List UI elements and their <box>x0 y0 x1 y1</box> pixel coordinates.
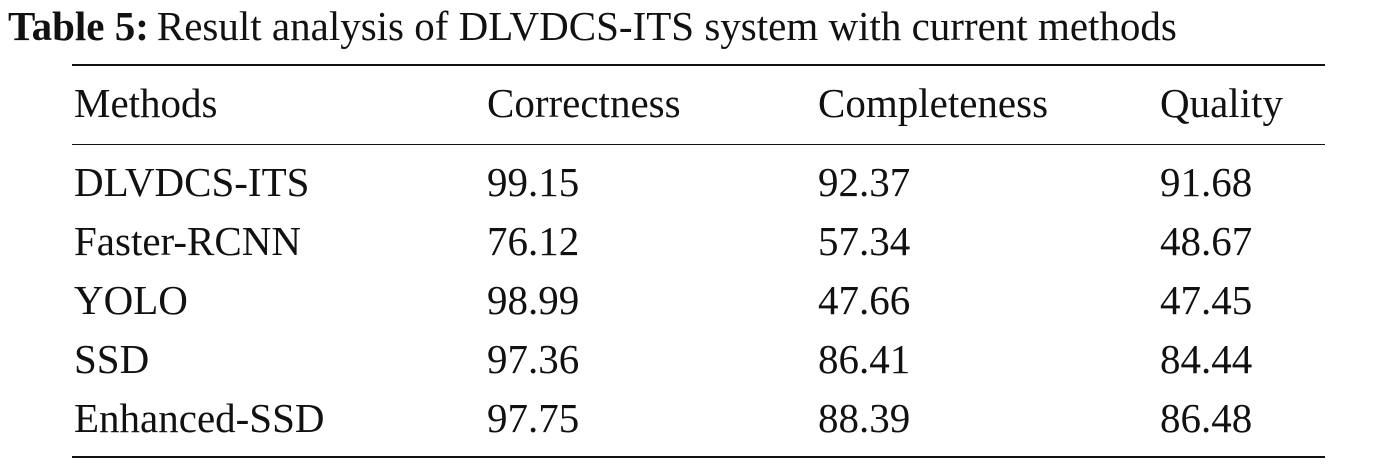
quality-cell: 48.67 <box>1160 218 1253 264</box>
quality-cell: 84.44 <box>1160 336 1253 382</box>
completeness-cell: 88.39 <box>818 395 911 441</box>
correctness-cell: 98.99 <box>487 277 580 323</box>
table-caption: Table 5: Result analysis of DLVDCS-ITS sy… <box>8 2 1383 50</box>
table-row: DLVDCS-ITS 99.15 92.37 91.68 <box>0 159 1387 205</box>
completeness-cell: 92.37 <box>818 159 911 205</box>
completeness-cell: 47.66 <box>818 277 911 323</box>
column-header-correctness: Correctness <box>487 80 681 126</box>
method-cell: YOLO <box>74 277 188 323</box>
table-header-row: Methods Correctness Completeness Quality <box>0 80 1387 126</box>
method-cell: Enhanced-SSD <box>74 395 325 441</box>
method-cell: SSD <box>74 336 150 382</box>
table-row: YOLO 98.99 47.66 47.45 <box>0 277 1387 323</box>
method-cell: Faster-RCNN <box>74 218 301 264</box>
column-header-quality: Quality <box>1160 80 1283 126</box>
table-row: Faster-RCNN 76.12 57.34 48.67 <box>0 218 1387 264</box>
quality-cell: 47.45 <box>1160 277 1253 323</box>
column-header-completeness: Completeness <box>818 80 1049 126</box>
caption-label: Table 5: <box>8 3 149 49</box>
table-row: Enhanced-SSD 97.75 88.39 86.48 <box>0 395 1387 441</box>
table-bottom-rule <box>72 456 1325 458</box>
completeness-cell: 86.41 <box>818 336 911 382</box>
correctness-cell: 76.12 <box>487 218 580 264</box>
table-top-rule <box>72 64 1325 66</box>
method-cell: DLVDCS-ITS <box>74 159 310 205</box>
quality-cell: 91.68 <box>1160 159 1253 205</box>
quality-cell: 86.48 <box>1160 395 1253 441</box>
correctness-cell: 99.15 <box>487 159 580 205</box>
completeness-cell: 57.34 <box>818 218 911 264</box>
caption-title: Result analysis of DLVDCS-ITS system wit… <box>156 3 1177 49</box>
correctness-cell: 97.75 <box>487 395 580 441</box>
table-row: SSD 97.36 86.41 84.44 <box>0 336 1387 382</box>
correctness-cell: 97.36 <box>487 336 580 382</box>
table-header-rule <box>72 144 1325 145</box>
column-header-methods: Methods <box>74 80 218 126</box>
